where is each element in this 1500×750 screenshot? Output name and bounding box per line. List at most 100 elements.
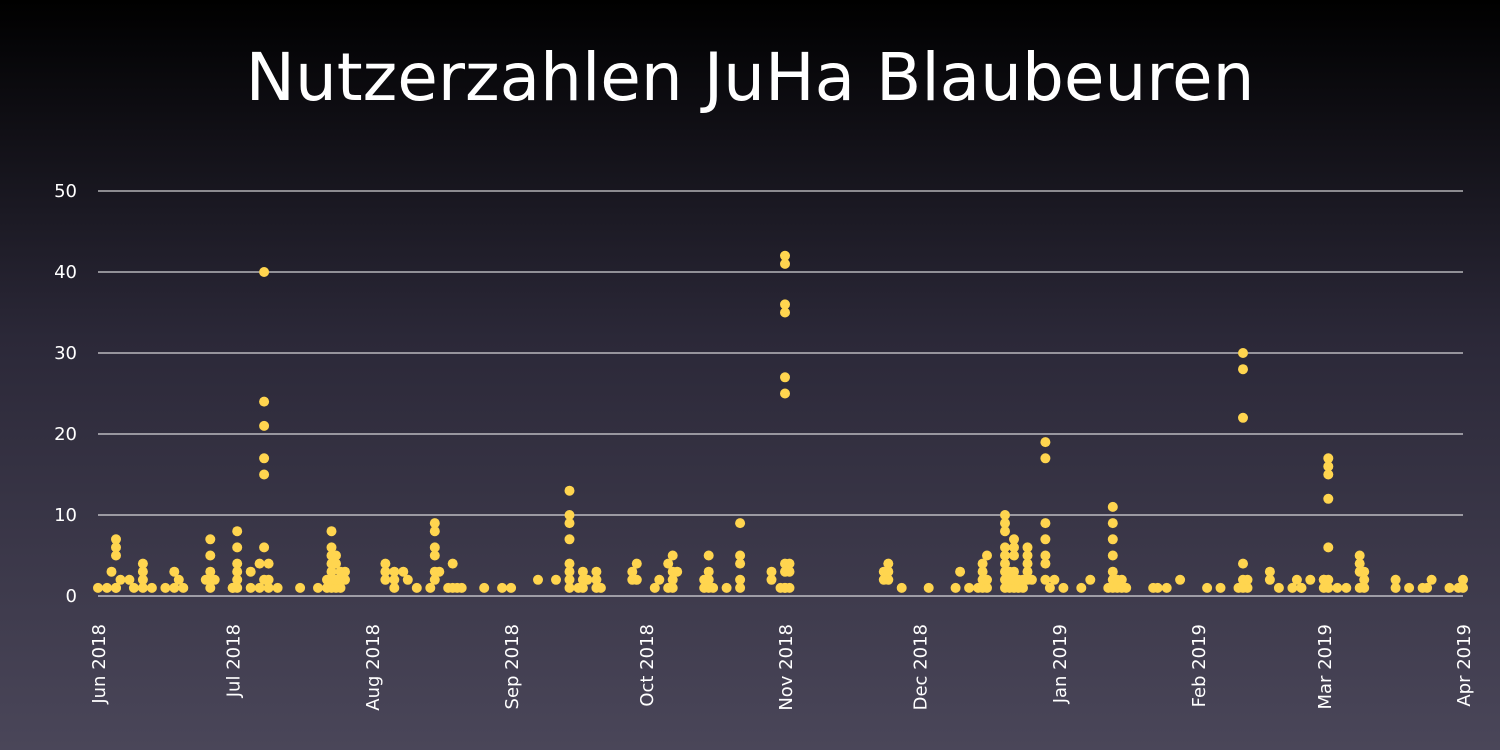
data-point bbox=[425, 582, 436, 593]
data-point bbox=[1323, 493, 1334, 504]
x-tick-label: Aug 2018 bbox=[363, 624, 384, 711]
data-point bbox=[1107, 501, 1118, 512]
data-point bbox=[1022, 566, 1033, 577]
data-point bbox=[178, 582, 189, 593]
data-point bbox=[1000, 542, 1010, 553]
data-point bbox=[721, 582, 732, 593]
data-point bbox=[1354, 550, 1365, 561]
data-point bbox=[977, 566, 988, 577]
data-point bbox=[1323, 453, 1334, 464]
data-point bbox=[1116, 574, 1127, 585]
data-point bbox=[331, 550, 341, 561]
data-point bbox=[564, 558, 575, 569]
data-point bbox=[1009, 534, 1019, 545]
data-point bbox=[780, 250, 790, 261]
data-point bbox=[205, 582, 216, 593]
data-point bbox=[1458, 574, 1468, 585]
data-point bbox=[1202, 582, 1213, 593]
data-point bbox=[631, 574, 642, 585]
data-point bbox=[106, 566, 117, 577]
data-point bbox=[429, 542, 440, 553]
data-point bbox=[1359, 566, 1370, 577]
data-point bbox=[137, 566, 148, 577]
data-point bbox=[564, 574, 575, 585]
data-point bbox=[1000, 526, 1010, 537]
gridlines bbox=[98, 190, 1463, 597]
data-point bbox=[1264, 566, 1275, 577]
data-point bbox=[1040, 518, 1051, 529]
data-point bbox=[380, 558, 391, 569]
data-point bbox=[232, 526, 243, 537]
data-point bbox=[111, 550, 121, 561]
data-point bbox=[1238, 364, 1248, 375]
data-point bbox=[115, 574, 126, 585]
data-point bbox=[398, 566, 409, 577]
data-point bbox=[128, 582, 139, 593]
data-point bbox=[667, 582, 678, 593]
data-point bbox=[1000, 510, 1010, 520]
data-point bbox=[259, 542, 270, 553]
data-point bbox=[389, 566, 400, 577]
data-point bbox=[1152, 582, 1163, 593]
data-point bbox=[564, 518, 575, 529]
data-point bbox=[1009, 566, 1019, 577]
data-point bbox=[1107, 566, 1118, 577]
data-point bbox=[232, 542, 243, 553]
data-point bbox=[667, 574, 678, 585]
data-point bbox=[259, 420, 270, 431]
data-point bbox=[582, 574, 593, 585]
data-point bbox=[964, 582, 975, 593]
data-point bbox=[1242, 582, 1253, 593]
x-tick-label: Apr 2019 bbox=[1454, 624, 1475, 707]
data-point bbox=[1426, 574, 1437, 585]
data-point bbox=[272, 582, 283, 593]
data-point bbox=[1107, 550, 1118, 561]
x-tick-label: Dec 2018 bbox=[911, 624, 932, 710]
data-point bbox=[735, 550, 746, 561]
data-point bbox=[1273, 582, 1284, 593]
x-tick-label: Jun 2018 bbox=[89, 624, 110, 705]
data-point bbox=[1390, 582, 1401, 593]
data-point bbox=[205, 566, 216, 577]
data-point bbox=[340, 574, 350, 585]
data-point bbox=[1323, 461, 1334, 472]
data-point bbox=[1085, 574, 1096, 585]
data-point bbox=[111, 542, 121, 553]
data-point bbox=[137, 558, 148, 569]
data-point bbox=[780, 307, 790, 318]
data-point bbox=[245, 566, 256, 577]
x-tick-label: Jul 2018 bbox=[224, 624, 245, 698]
data-point bbox=[564, 510, 575, 520]
data-point bbox=[93, 582, 103, 593]
data-point bbox=[982, 550, 992, 561]
y-tick-label: 0 bbox=[66, 586, 77, 607]
data-point bbox=[1040, 534, 1051, 545]
data-point bbox=[205, 534, 216, 545]
data-point bbox=[232, 558, 243, 569]
data-point bbox=[1287, 582, 1298, 593]
data-point bbox=[111, 534, 121, 545]
y-tick-label: 30 bbox=[54, 343, 77, 364]
data-point bbox=[1022, 550, 1033, 561]
data-point bbox=[1296, 582, 1307, 593]
data-point bbox=[551, 574, 561, 585]
data-point bbox=[1238, 348, 1248, 358]
data-point bbox=[663, 558, 674, 569]
data-point bbox=[259, 267, 270, 277]
data-point bbox=[1238, 558, 1248, 569]
data-point bbox=[1359, 582, 1370, 593]
data-point bbox=[259, 453, 270, 464]
data-point bbox=[1291, 574, 1302, 585]
data-point bbox=[447, 558, 458, 569]
data-point bbox=[389, 574, 400, 585]
data-point bbox=[982, 582, 992, 593]
data-point bbox=[429, 550, 440, 561]
data-point bbox=[1238, 412, 1248, 423]
data-point bbox=[708, 582, 719, 593]
data-point bbox=[295, 582, 306, 593]
data-point bbox=[1044, 582, 1055, 593]
data-point bbox=[340, 566, 350, 577]
data-point bbox=[389, 582, 400, 593]
data-point bbox=[1215, 582, 1226, 593]
data-point bbox=[1444, 582, 1455, 593]
